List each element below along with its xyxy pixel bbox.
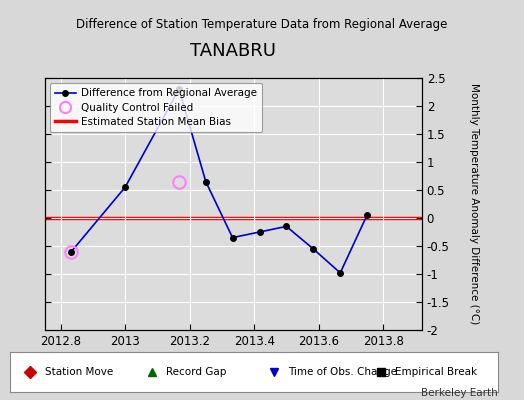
Text: Berkeley Earth: Berkeley Earth (421, 388, 498, 398)
Text: Empirical Break: Empirical Break (396, 367, 477, 377)
Text: Time of Obs. Change: Time of Obs. Change (288, 367, 397, 377)
Legend: Difference from Regional Average, Quality Control Failed, Estimated Station Mean: Difference from Regional Average, Qualit… (50, 83, 262, 132)
Y-axis label: Monthly Temperature Anomaly Difference (°C): Monthly Temperature Anomaly Difference (… (469, 83, 479, 325)
Text: Difference of Station Temperature Data from Regional Average: Difference of Station Temperature Data f… (77, 18, 447, 31)
Text: Record Gap: Record Gap (167, 367, 227, 377)
Title: TANABRU: TANABRU (190, 42, 276, 60)
Text: Station Move: Station Move (45, 367, 113, 377)
